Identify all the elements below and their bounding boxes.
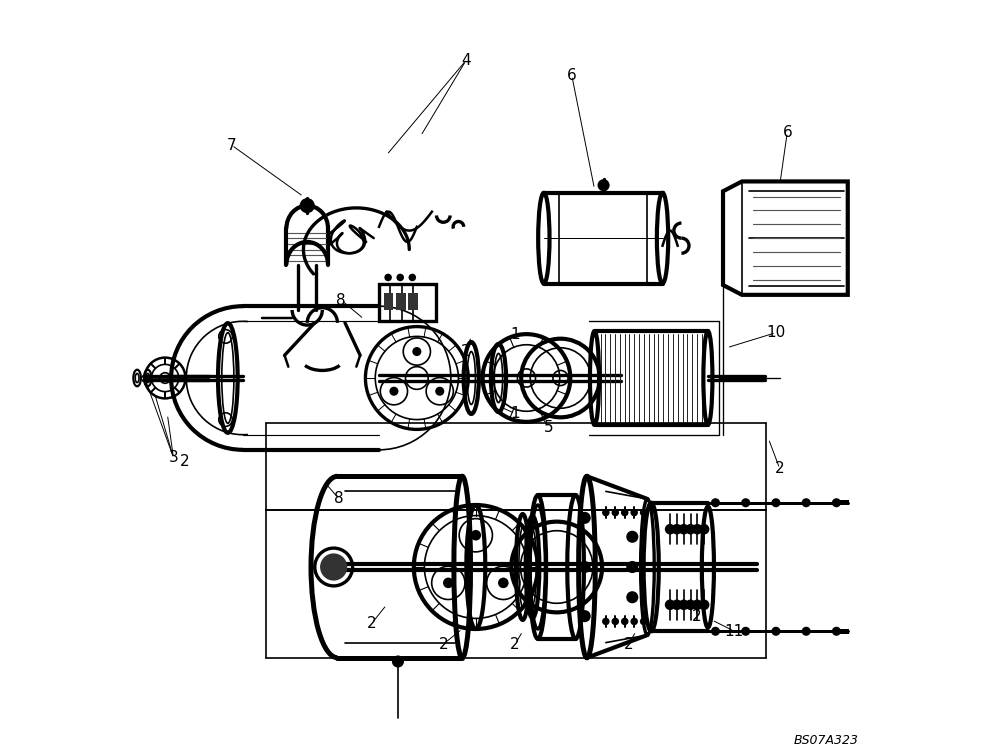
Circle shape (612, 618, 619, 625)
Circle shape (602, 618, 610, 625)
Text: 11: 11 (725, 624, 744, 639)
Circle shape (396, 274, 404, 281)
Text: 2: 2 (367, 616, 376, 631)
Circle shape (832, 627, 841, 636)
Circle shape (602, 509, 610, 516)
Circle shape (626, 591, 638, 603)
Circle shape (409, 274, 416, 281)
Text: 6: 6 (782, 125, 792, 140)
Bar (396, 293, 406, 310)
Text: 1: 1 (510, 327, 520, 342)
Text: 7: 7 (227, 138, 236, 153)
Circle shape (598, 179, 610, 191)
Circle shape (579, 512, 591, 524)
Circle shape (392, 655, 404, 668)
Circle shape (621, 618, 629, 625)
Circle shape (612, 509, 619, 516)
Circle shape (685, 600, 696, 610)
Circle shape (802, 498, 811, 507)
Text: 2: 2 (461, 344, 471, 359)
Text: 2: 2 (438, 637, 448, 652)
Circle shape (579, 610, 591, 622)
Circle shape (699, 524, 709, 534)
Text: 2: 2 (624, 637, 633, 652)
Text: 1: 1 (510, 406, 520, 421)
Text: 3: 3 (169, 450, 178, 465)
Circle shape (435, 387, 444, 396)
Text: BS07A323: BS07A323 (794, 734, 859, 747)
Circle shape (320, 553, 347, 581)
Text: 4: 4 (461, 53, 471, 68)
Circle shape (741, 498, 750, 507)
Bar (379, 284, 436, 321)
Circle shape (711, 627, 720, 636)
Text: 5: 5 (544, 420, 554, 435)
Circle shape (412, 347, 421, 356)
Circle shape (771, 627, 780, 636)
Circle shape (678, 524, 689, 534)
Circle shape (678, 600, 689, 610)
Circle shape (741, 627, 750, 636)
Text: 10: 10 (766, 325, 786, 340)
Text: 6: 6 (567, 68, 577, 83)
Circle shape (692, 600, 703, 610)
Circle shape (672, 600, 682, 610)
Circle shape (300, 198, 315, 213)
Bar (408, 293, 418, 310)
Circle shape (832, 498, 841, 507)
Circle shape (692, 524, 703, 534)
Circle shape (672, 524, 682, 534)
Circle shape (471, 530, 481, 541)
Text: 2: 2 (692, 609, 701, 624)
Circle shape (699, 600, 709, 610)
Bar (384, 293, 393, 310)
Text: 2: 2 (510, 637, 520, 652)
Circle shape (630, 509, 638, 516)
Circle shape (498, 578, 509, 588)
Circle shape (640, 509, 647, 516)
Circle shape (771, 498, 780, 507)
Circle shape (640, 618, 647, 625)
Circle shape (443, 578, 454, 588)
Text: 2: 2 (180, 454, 190, 469)
Text: 2: 2 (775, 461, 785, 476)
Circle shape (579, 561, 591, 573)
Circle shape (665, 524, 675, 534)
Circle shape (711, 498, 720, 507)
Circle shape (802, 627, 811, 636)
Circle shape (621, 509, 629, 516)
Circle shape (665, 600, 675, 610)
Circle shape (384, 274, 392, 281)
Circle shape (630, 618, 638, 625)
Text: 8: 8 (334, 491, 344, 507)
Circle shape (626, 561, 638, 573)
Text: 8: 8 (336, 293, 346, 308)
Bar (840, 500, 849, 505)
Circle shape (389, 387, 398, 396)
Bar (840, 629, 849, 634)
Circle shape (626, 531, 638, 543)
Circle shape (685, 524, 696, 534)
